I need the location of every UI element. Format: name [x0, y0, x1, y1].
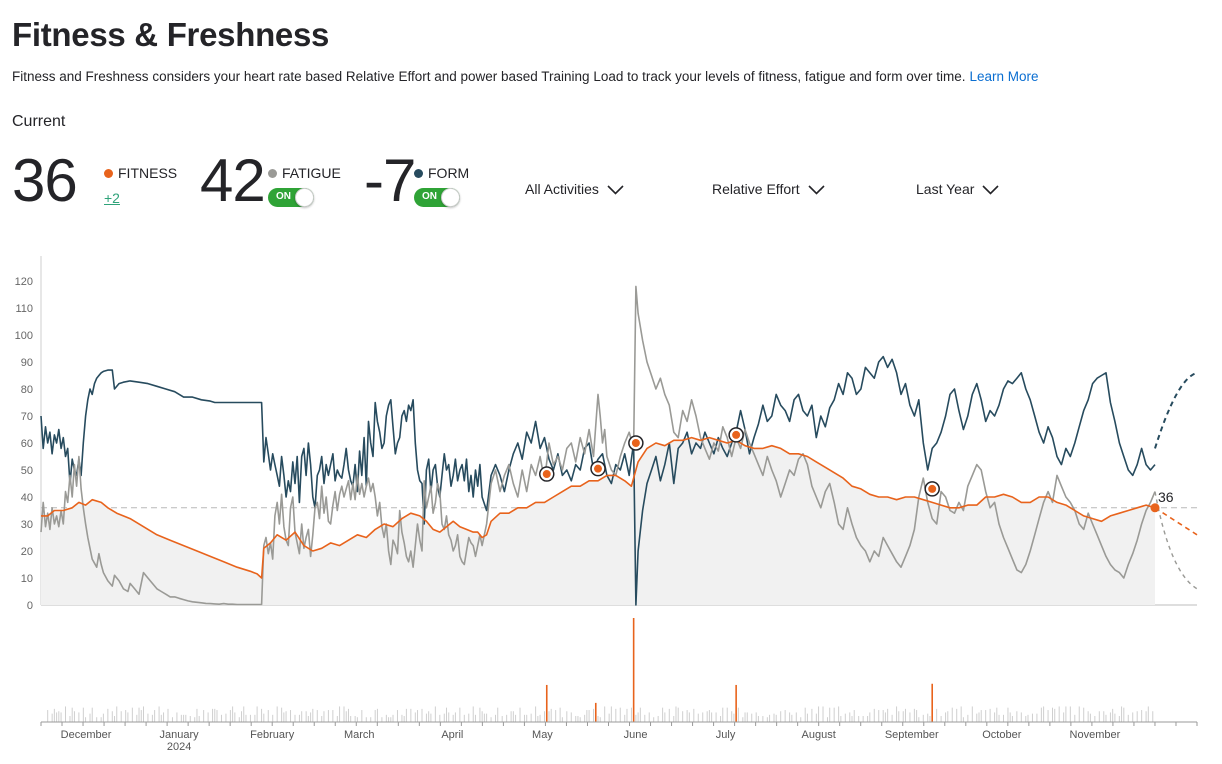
chevron-down-icon [607, 185, 624, 195]
x-tick-label: March [344, 729, 375, 741]
y-tick-label: 70 [21, 411, 33, 423]
range-dropdown[interactable]: Last Year [916, 181, 999, 197]
fitness-freshness-chart[interactable]: 0 10 20 30 40 50 60 70 80 90 100 110 120 36 December… [0, 240, 1222, 764]
form-toggle-text: ON [422, 191, 437, 202]
fitness-line [41, 436, 1156, 579]
current-fitness-dot [1150, 503, 1160, 513]
range-dropdown-label: Last Year [916, 181, 975, 197]
page-title: Fitness & Freshness [12, 16, 330, 53]
fatigue-toggle-knob [295, 188, 314, 207]
daily-effort-bars [47, 618, 1154, 722]
fitness-label: FITNESS [104, 165, 177, 181]
fitness-label-text: FITNESS [118, 165, 178, 181]
y-tick-label: 20 [21, 546, 33, 558]
form-toggle[interactable]: ON [414, 188, 460, 207]
form-label-text: FORM [428, 165, 470, 181]
learn-more-link[interactable]: Learn More [969, 69, 1039, 84]
fitness-delta-link[interactable]: +2 [104, 190, 120, 206]
x-tick-label: September [885, 729, 939, 741]
fatigue-line [40, 285, 1156, 606]
chevron-down-icon [982, 185, 999, 195]
x-tick-label: November [1070, 729, 1121, 741]
milestone-marker-dot [594, 464, 602, 473]
fitness-value: 36 [12, 147, 78, 214]
form-value: -7 [364, 147, 416, 214]
chart-lines [40, 285, 1156, 606]
x-tick-label: October [982, 729, 1021, 741]
metric-dropdown-label: Relative Effort [712, 181, 800, 197]
projection-lines [1154, 371, 1198, 590]
chart-markers: 36 [539, 427, 1174, 513]
x-tick-label: August [802, 729, 836, 741]
fitness-area-fill [41, 437, 1155, 605]
fatigue-label: FATIGUE [268, 165, 341, 181]
x-tick-label: April [441, 729, 463, 741]
description-text: Fitness and Freshness considers your hea… [12, 69, 966, 84]
milestone-marker-dot [631, 439, 640, 447]
y-tick-label: 120 [15, 276, 33, 288]
fitness-dot-icon [104, 169, 113, 178]
fatigue-dot-icon [268, 169, 277, 178]
activities-dropdown[interactable]: All Activities [525, 181, 624, 197]
fatigue-toggle[interactable]: ON [268, 188, 314, 207]
x-tick-label: July [716, 729, 736, 741]
y-tick-label: 90 [21, 357, 33, 369]
fatigue-label-text: FATIGUE [282, 165, 341, 181]
x-tick-year-label: 2024 [167, 741, 191, 753]
fatigue-value: 42 [200, 147, 266, 214]
y-tick-label: 80 [21, 384, 33, 396]
y-tick-label: 0 [27, 600, 33, 612]
x-tick-label: May [532, 729, 553, 741]
fatigue-toggle-text: ON [276, 191, 291, 202]
fitness-area [41, 437, 1155, 605]
y-tick-label: 40 [21, 492, 33, 504]
x-tick-label: February [250, 729, 295, 741]
y-tick-label: 100 [15, 330, 33, 342]
x-tick-label: January [160, 729, 200, 741]
milestone-marker-dot [542, 470, 551, 479]
y-tick-label: 30 [21, 519, 33, 531]
x-tick-label: December [61, 729, 112, 741]
form-toggle-knob [441, 188, 460, 207]
fatigue-projection-line [1154, 491, 1198, 590]
milestone-marker-dot [928, 484, 937, 493]
current-label: Current [12, 113, 66, 130]
y-tick-label: 110 [15, 303, 33, 315]
milestone-marker-dot [732, 430, 741, 439]
y-tick-label: 60 [21, 438, 33, 450]
form-line [40, 355, 1156, 606]
form-projection-line [1154, 371, 1198, 449]
y-tick-label: 10 [21, 573, 33, 585]
y-tick-label: 50 [21, 465, 33, 477]
activities-dropdown-label: All Activities [525, 181, 599, 197]
metric-dropdown[interactable]: Relative Effort [712, 181, 825, 197]
fitness-projection-line [1154, 507, 1198, 536]
current-fitness-label: 36 [1158, 489, 1174, 505]
x-tick-label: June [624, 729, 648, 741]
page-description: Fitness and Freshness considers your hea… [12, 69, 1039, 84]
form-label: FORM [414, 165, 469, 181]
chevron-down-icon [808, 185, 825, 195]
form-dot-icon [414, 169, 423, 178]
